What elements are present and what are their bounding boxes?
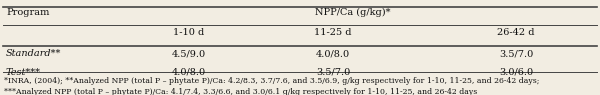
Text: 4.0/8.0: 4.0/8.0: [316, 49, 350, 58]
Text: 3.0/6.0: 3.0/6.0: [499, 68, 533, 77]
Text: 11-25 d: 11-25 d: [314, 28, 352, 37]
Text: Standard**: Standard**: [6, 49, 61, 58]
Text: 3.5/7.0: 3.5/7.0: [316, 68, 350, 77]
Text: 4.0/8.0: 4.0/8.0: [172, 68, 206, 77]
Text: Test***: Test***: [6, 68, 41, 77]
Text: 26-42 d: 26-42 d: [497, 28, 535, 37]
Text: *INRA, (2004); **Analyzed NPP (total P – phytate P)/Ca: 4.2/8.3, 3.7/7.6, and 3.: *INRA, (2004); **Analyzed NPP (total P –…: [4, 77, 539, 85]
Text: 4.5/9.0: 4.5/9.0: [172, 49, 206, 58]
Text: 3.5/7.0: 3.5/7.0: [499, 49, 533, 58]
Text: Program: Program: [6, 8, 49, 17]
Text: 1-10 d: 1-10 d: [173, 28, 205, 37]
Text: ***Analyzed NPP (total P – phytate P)/Ca: 4.1/7.4, 3.3/6.6, and 3.0/6.1 g/kg res: ***Analyzed NPP (total P – phytate P)/Ca…: [4, 88, 478, 95]
Text: NPP/Ca (g/kg)*: NPP/Ca (g/kg)*: [315, 8, 390, 17]
